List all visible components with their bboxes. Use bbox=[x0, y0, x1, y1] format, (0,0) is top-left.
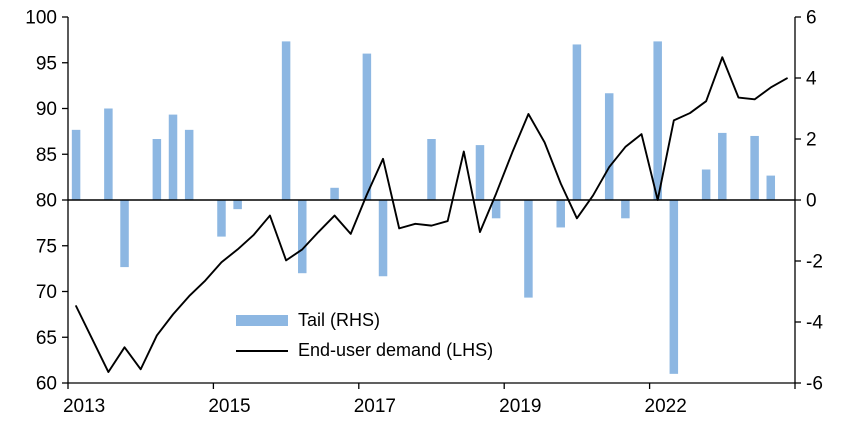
tail-bar bbox=[184, 129, 194, 200]
tail-bar bbox=[104, 108, 113, 200]
right-axis-tick-label: -2 bbox=[806, 252, 823, 273]
left-axis-tick-label: 65 bbox=[36, 328, 57, 349]
tail-bar bbox=[233, 200, 242, 210]
legend-row-demand: End-user demand (LHS) bbox=[236, 340, 493, 361]
x-axis-tick-label: 2019 bbox=[499, 396, 541, 417]
tail-bar bbox=[621, 200, 630, 219]
tail-bar bbox=[217, 200, 226, 237]
tail-bar bbox=[750, 135, 759, 200]
tail-bar bbox=[378, 200, 388, 277]
right-axis-tick-label: -4 bbox=[806, 313, 823, 334]
right-axis-tick-label: 0 bbox=[806, 191, 817, 212]
tail-bar bbox=[653, 41, 662, 201]
right-axis-tick-label: 2 bbox=[806, 130, 817, 151]
left-axis-tick-label: 100 bbox=[25, 8, 57, 29]
tail-bar bbox=[524, 200, 533, 298]
tail-series-swatch bbox=[236, 315, 288, 326]
x-axis-tick-label: 2017 bbox=[354, 396, 396, 417]
tail-bar bbox=[669, 200, 679, 374]
tail-bar bbox=[281, 41, 291, 201]
legend-row-tail: Tail (RHS) bbox=[236, 310, 493, 331]
tail-bar bbox=[556, 200, 565, 228]
tail-bar bbox=[604, 93, 614, 200]
tail-bar bbox=[330, 187, 339, 200]
tail-bar bbox=[766, 175, 776, 200]
tail-bar bbox=[572, 44, 582, 201]
tail-bar bbox=[71, 129, 81, 200]
right-axis-tick-label: -6 bbox=[806, 374, 823, 395]
left-axis-tick-label: 70 bbox=[36, 282, 57, 303]
left-axis-tick-label: 85 bbox=[36, 145, 57, 166]
tail-bars bbox=[71, 41, 776, 374]
tail-bar bbox=[427, 139, 436, 200]
legend: Tail (RHS) End-user demand (LHS) bbox=[236, 310, 493, 361]
left-axis-tick-label: 80 bbox=[36, 191, 57, 212]
demand-line bbox=[75, 56, 788, 373]
x-axis-tick-label: 2015 bbox=[208, 396, 250, 417]
right-axis-tick-label: 4 bbox=[806, 69, 817, 90]
demand-legend-label: End-user demand (LHS) bbox=[298, 340, 494, 360]
left-axis-tick-label: 75 bbox=[36, 236, 57, 257]
tail-bar bbox=[298, 200, 307, 274]
tail-bar bbox=[701, 169, 711, 200]
demand-series-swatch bbox=[236, 349, 288, 352]
tail-bar bbox=[152, 139, 162, 200]
tail-bar bbox=[475, 145, 485, 200]
tail-legend-label: Tail (RHS) bbox=[298, 310, 381, 330]
tail-bar bbox=[718, 132, 727, 200]
right-axis-tick-label: 6 bbox=[806, 8, 817, 29]
left-axis-tick-label: 60 bbox=[36, 374, 57, 395]
left-axis-tick-label: 95 bbox=[36, 53, 57, 74]
tail-bar bbox=[491, 200, 501, 219]
tail-bar bbox=[168, 114, 178, 200]
left-axis-tick-label: 90 bbox=[36, 99, 57, 120]
tail-bar bbox=[120, 200, 129, 268]
x-axis-tick-label: 2013 bbox=[63, 396, 105, 417]
tail-bar bbox=[362, 53, 372, 200]
x-axis-tick-label: 2022 bbox=[645, 396, 687, 417]
